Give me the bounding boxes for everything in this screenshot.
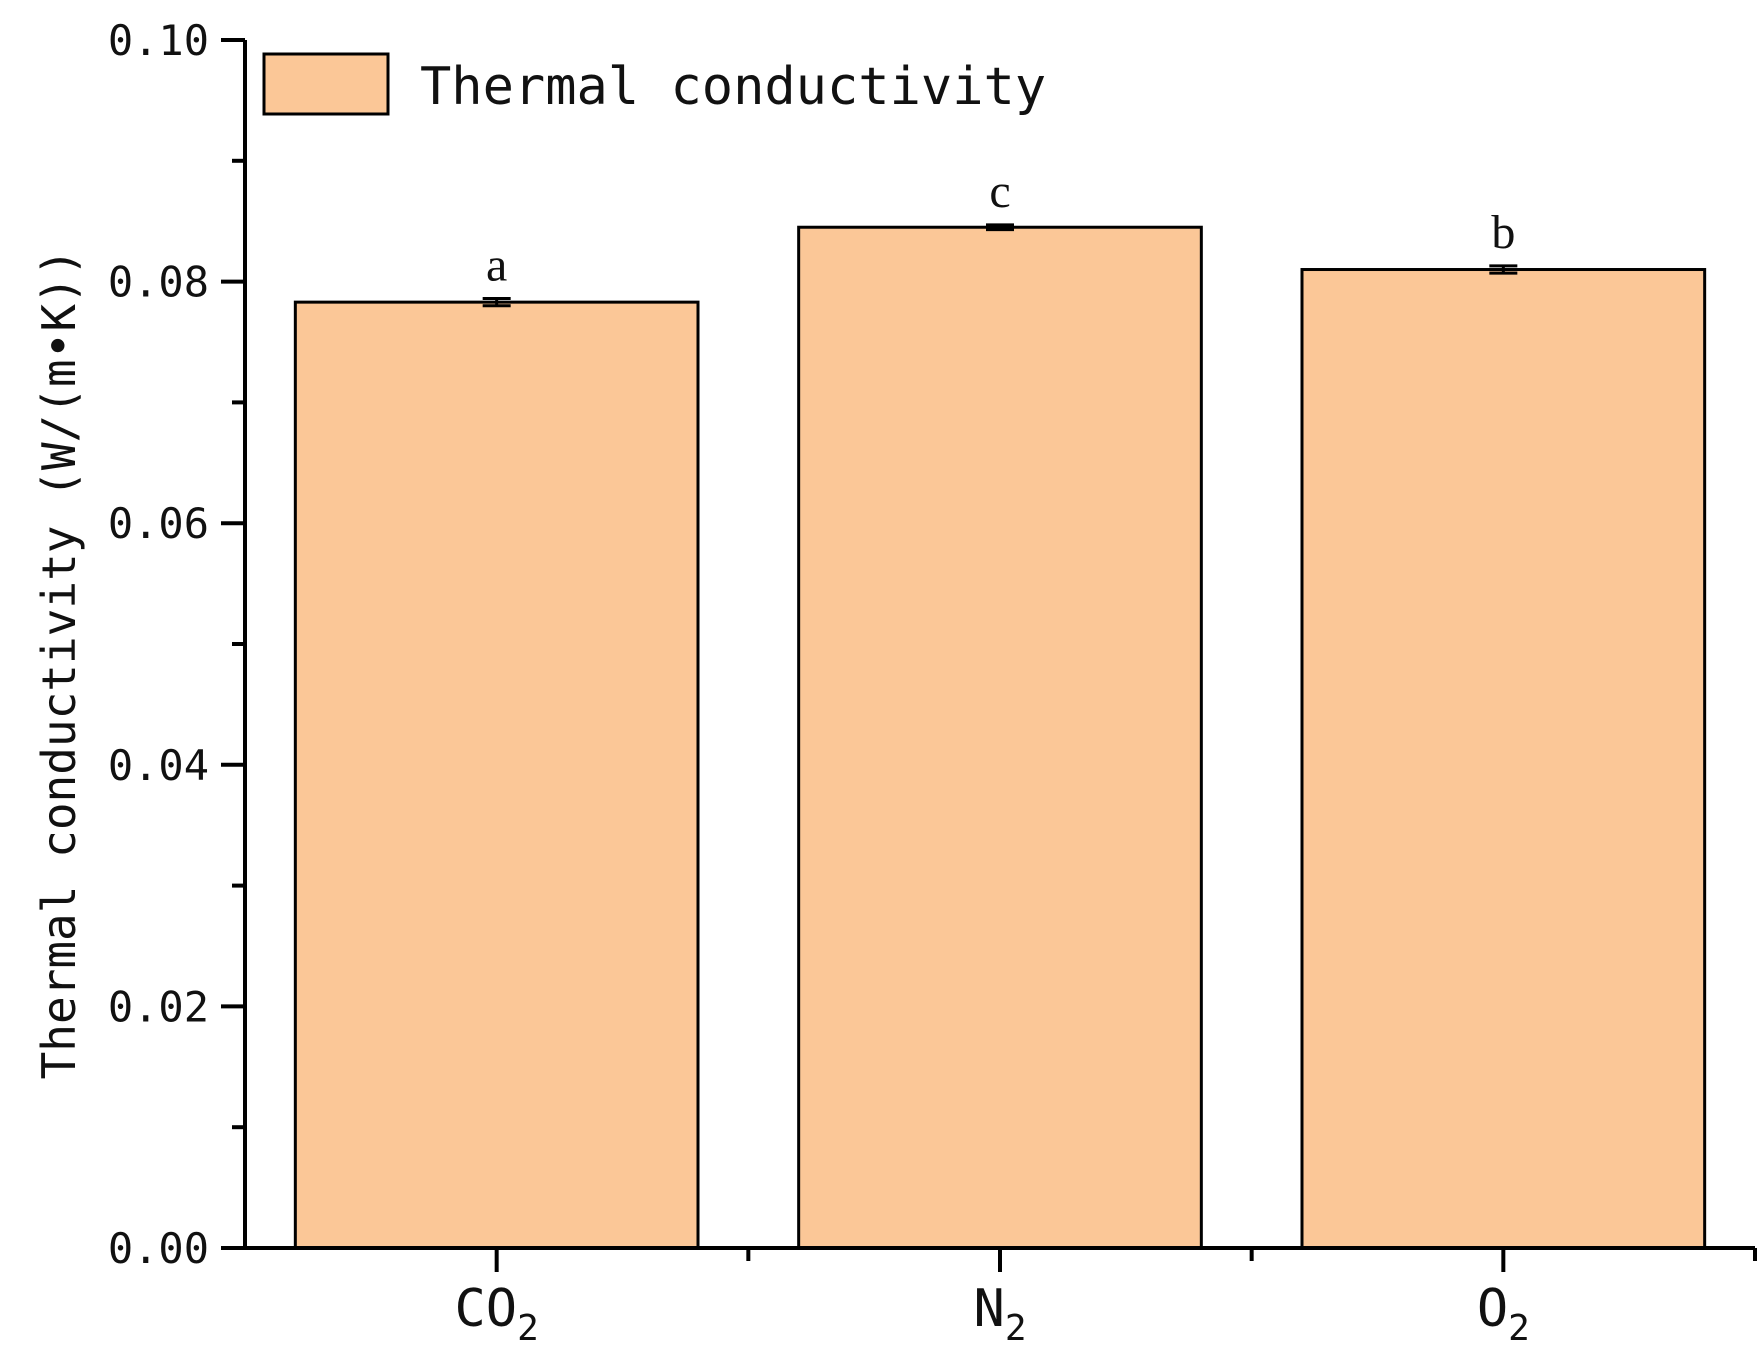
significance-label-2: b (1491, 206, 1515, 259)
y-tick-label-5: 0.10 (108, 16, 209, 65)
legend: Thermal conductivity (262, 52, 1046, 117)
x-tick-label-2: O2 (1477, 1279, 1530, 1349)
bar-0 (293, 300, 700, 1250)
bar-2 (1300, 268, 1707, 1250)
y-tick-label-0: 0.00 (108, 1224, 209, 1273)
significance-label-0: a (486, 239, 507, 292)
x-tick-label-0: CO2 (455, 1279, 539, 1349)
y-ticks: 0.00 0.02 0.04 0.06 0.08 0.10 (108, 16, 245, 1273)
y-axis-label: Thermal conductivity (W/(m•K)) (32, 249, 86, 1080)
bar-1 (797, 225, 1203, 1250)
y-tick-label-4: 0.08 (108, 258, 209, 307)
significance-label-1: c (989, 165, 1010, 218)
x-ticks: CO2 N2 O2 (455, 1248, 1757, 1349)
y-tick-label-3: 0.06 (108, 499, 209, 548)
bars-layer: a c b (293, 165, 1707, 1250)
legend-label: Thermal conductivity (420, 57, 1046, 117)
y-tick-label-2: 0.04 (108, 741, 209, 790)
legend-swatch (262, 52, 390, 116)
x-tick-label-1: N2 (974, 1279, 1027, 1349)
y-tick-label-1: 0.02 (108, 982, 209, 1031)
